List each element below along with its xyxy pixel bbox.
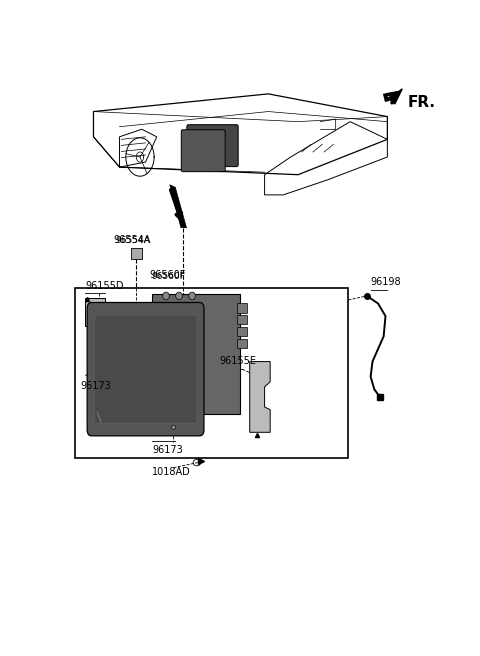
Text: FR.: FR. bbox=[408, 95, 436, 110]
Bar bbox=[238, 327, 247, 337]
Text: 96198: 96198 bbox=[371, 277, 401, 287]
Text: 96554A: 96554A bbox=[114, 236, 151, 245]
Bar bbox=[131, 249, 142, 258]
Text: 1018AD: 1018AD bbox=[152, 466, 191, 477]
Bar bbox=[238, 304, 247, 313]
Bar bbox=[75, 289, 348, 458]
Ellipse shape bbox=[163, 292, 169, 300]
Text: 96560F: 96560F bbox=[151, 272, 185, 281]
Ellipse shape bbox=[96, 354, 109, 369]
Polygon shape bbox=[384, 89, 402, 104]
Ellipse shape bbox=[171, 425, 176, 430]
FancyBboxPatch shape bbox=[187, 125, 238, 167]
Bar bbox=[238, 339, 247, 348]
Polygon shape bbox=[170, 185, 186, 228]
FancyBboxPatch shape bbox=[152, 295, 240, 414]
Text: 96173: 96173 bbox=[80, 380, 111, 391]
Polygon shape bbox=[85, 298, 105, 337]
Ellipse shape bbox=[176, 292, 182, 300]
Ellipse shape bbox=[101, 359, 105, 363]
FancyBboxPatch shape bbox=[94, 315, 197, 423]
FancyBboxPatch shape bbox=[181, 130, 225, 172]
Text: 96155D: 96155D bbox=[85, 281, 124, 291]
Bar bbox=[238, 315, 247, 324]
Polygon shape bbox=[250, 361, 270, 432]
Ellipse shape bbox=[189, 292, 195, 300]
Text: 96173: 96173 bbox=[152, 445, 183, 455]
FancyBboxPatch shape bbox=[87, 302, 204, 436]
Ellipse shape bbox=[167, 420, 180, 434]
Text: 96155E: 96155E bbox=[219, 356, 256, 365]
Text: 96554A: 96554A bbox=[115, 236, 150, 245]
Text: 96560F: 96560F bbox=[150, 270, 186, 279]
